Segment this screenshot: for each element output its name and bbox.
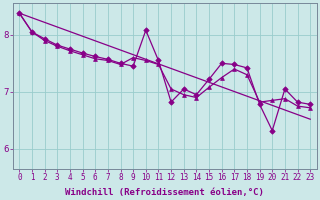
X-axis label: Windchill (Refroidissement éolien,°C): Windchill (Refroidissement éolien,°C): [65, 188, 264, 197]
